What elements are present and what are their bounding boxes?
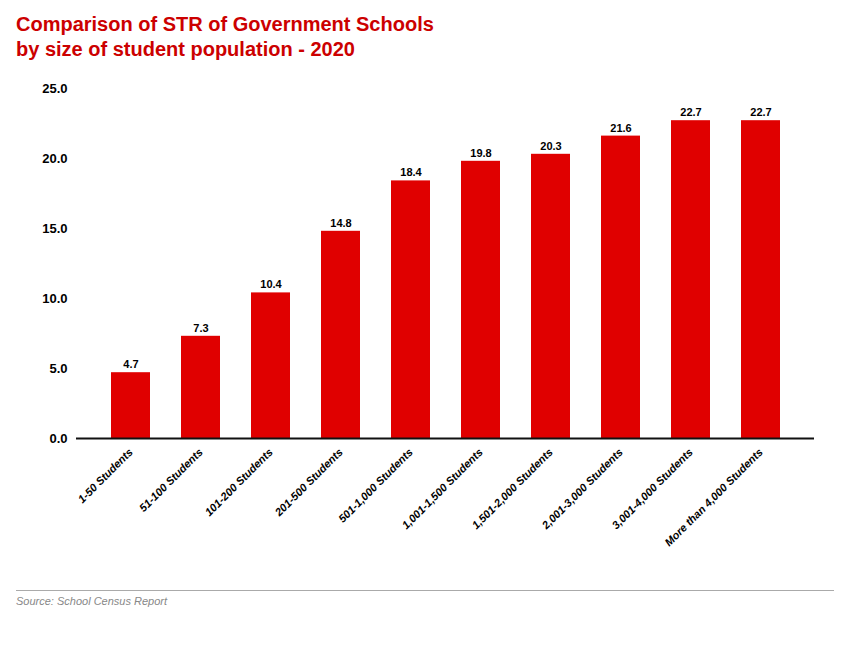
svg-text:201-500 Students: 201-500 Students bbox=[272, 446, 345, 519]
svg-text:21.6: 21.6 bbox=[610, 122, 631, 134]
html-text:Source: School Census Report: Source: School Census Report bbox=[16, 595, 167, 607]
svg-text:20.3: 20.3 bbox=[540, 140, 561, 152]
svg-text:1,501-2,000 Students: 1,501-2,000 Students bbox=[469, 446, 554, 531]
svg-text:10.0: 10.0 bbox=[42, 291, 67, 306]
svg-text:1-50 Students: 1-50 Students bbox=[75, 446, 134, 505]
svg-text:15.0: 15.0 bbox=[42, 221, 67, 236]
svg-text:7.3: 7.3 bbox=[193, 322, 208, 334]
svg-text:18.4: 18.4 bbox=[400, 166, 422, 178]
svg-text:101-200 Students: 101-200 Students bbox=[202, 446, 274, 518]
svg-text:14.8: 14.8 bbox=[330, 217, 351, 229]
svg-text:501-1,000 Students: 501-1,000 Students bbox=[336, 446, 415, 525]
html-text:Comparison of STR of Governmen: Comparison of STR of Government Schools bbox=[16, 13, 434, 35]
svg-text:More than 4,000 Students: More than 4,000 Students bbox=[662, 446, 765, 549]
svg-text:20.0: 20.0 bbox=[42, 151, 67, 166]
svg-text:2,001-3,000 Students: 2,001-3,000 Students bbox=[539, 445, 625, 532]
html-text:by size of student population: by size of student population - 2020 bbox=[16, 38, 355, 60]
svg-text:51-100 Students: 51-100 Students bbox=[137, 446, 205, 514]
svg-text:4.7: 4.7 bbox=[123, 358, 138, 370]
svg-text:1,001-1,500 Students: 1,001-1,500 Students bbox=[399, 446, 484, 531]
svg-text:22.7: 22.7 bbox=[750, 106, 771, 118]
svg-text:5.0: 5.0 bbox=[49, 361, 67, 376]
svg-text:19.8: 19.8 bbox=[470, 147, 491, 159]
svg-text:0.0: 0.0 bbox=[49, 431, 67, 446]
svg-text:3,001-4,000 Students: 3,001-4,000 Students bbox=[609, 446, 694, 531]
svg-text:25.0: 25.0 bbox=[42, 81, 67, 96]
svg-text:10.4: 10.4 bbox=[260, 278, 282, 290]
svg-text:22.7: 22.7 bbox=[680, 106, 701, 118]
